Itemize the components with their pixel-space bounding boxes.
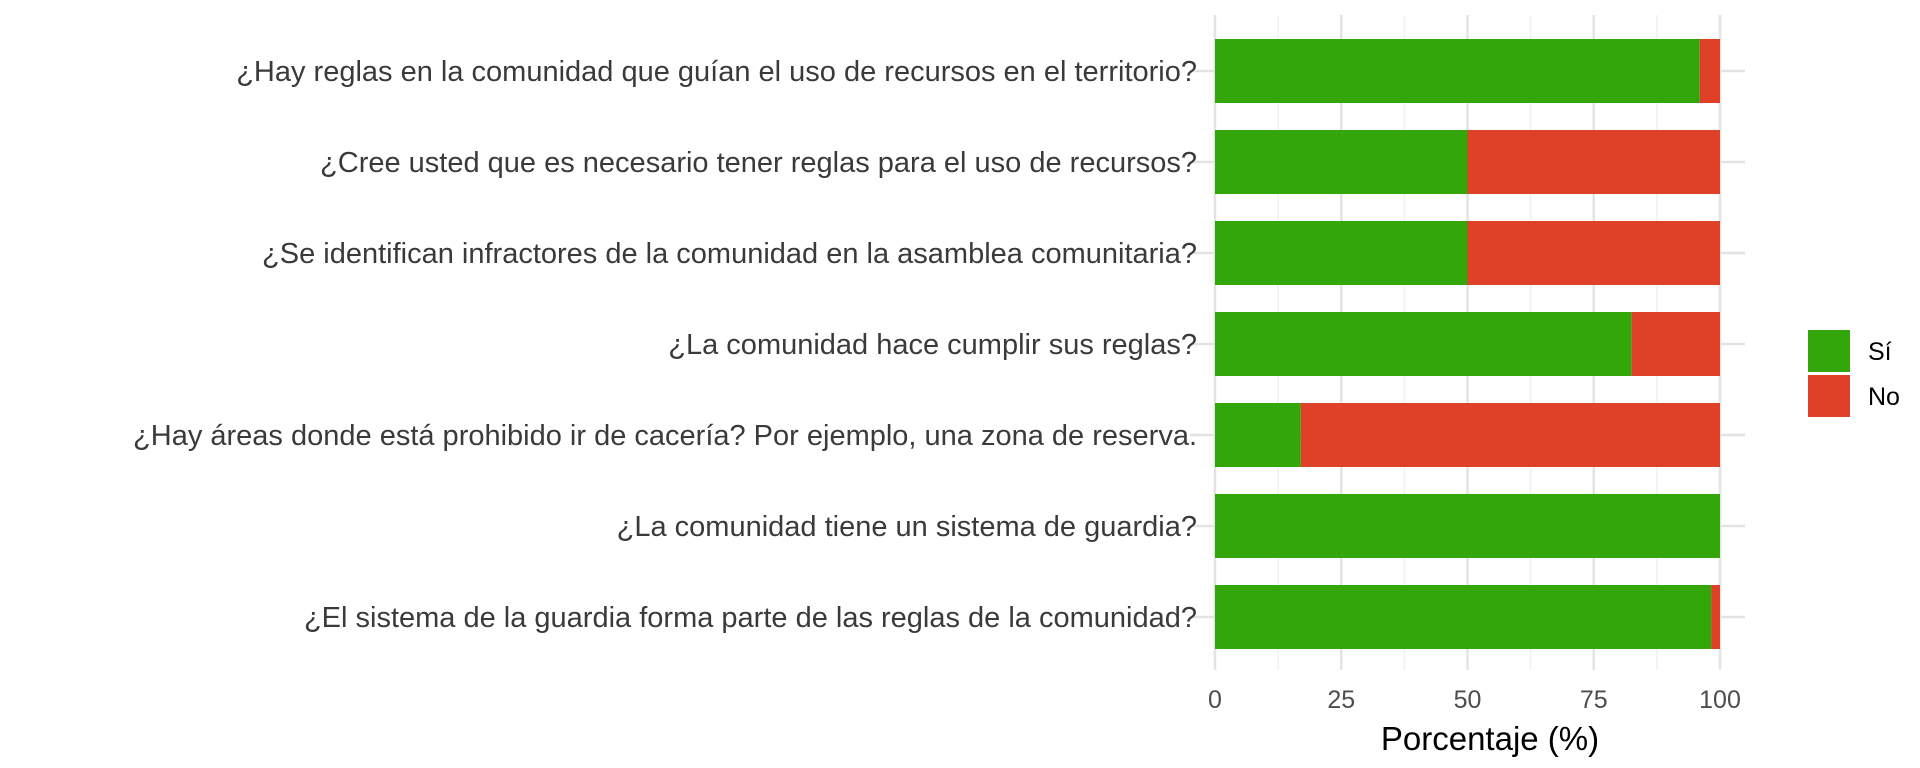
bar-no-4	[1631, 312, 1720, 376]
category-labels: ¿Hay reglas en la comunidad que guían el…	[133, 56, 1197, 634]
x-tick-label: 50	[1454, 686, 1482, 714]
bar-si-4	[1215, 312, 1632, 376]
bar-si-1	[1215, 39, 1700, 103]
category-label: ¿Hay reglas en la comunidad que guían el…	[236, 56, 1197, 88]
bar-no-7	[1711, 585, 1720, 649]
bar-si-3	[1215, 221, 1468, 285]
category-label: ¿La comunidad hace cumplir sus reglas?	[668, 329, 1197, 361]
category-label: ¿La comunidad tiene un sistema de guardi…	[617, 511, 1197, 543]
category-label: ¿Se identifican infractores de la comuni…	[262, 238, 1197, 270]
x-axis-title: Porcentaje (%)	[1381, 720, 1599, 757]
category-label: ¿Cree usted que es necesario tener regla…	[320, 147, 1197, 179]
x-tick-label: 75	[1580, 686, 1608, 714]
category-label: ¿Hay áreas donde está prohibido ir de ca…	[133, 420, 1197, 452]
bars	[1215, 39, 1720, 649]
legend-label-no: No	[1868, 383, 1900, 411]
bar-no-3	[1467, 221, 1720, 285]
bar-no-1	[1699, 39, 1720, 103]
legend-label-si: Sí	[1868, 338, 1892, 366]
x-tick-label: 100	[1699, 686, 1741, 714]
x-tick-labels: 0 25 50 75 100	[1208, 686, 1741, 714]
bar-si-2	[1215, 130, 1468, 194]
x-tick-label: 0	[1208, 686, 1222, 714]
legend-swatch-si	[1808, 330, 1850, 372]
bar-si-7	[1215, 585, 1712, 649]
bar-no-5	[1300, 403, 1720, 467]
bar-no-2	[1467, 130, 1720, 194]
legend: Sí No	[1808, 330, 1900, 417]
bar-si-5	[1215, 403, 1301, 467]
legend-swatch-no	[1808, 375, 1850, 417]
category-label: ¿El sistema de la guardia forma parte de…	[304, 602, 1197, 634]
x-tick-label: 25	[1327, 686, 1355, 714]
bar-si-6	[1215, 494, 1720, 558]
